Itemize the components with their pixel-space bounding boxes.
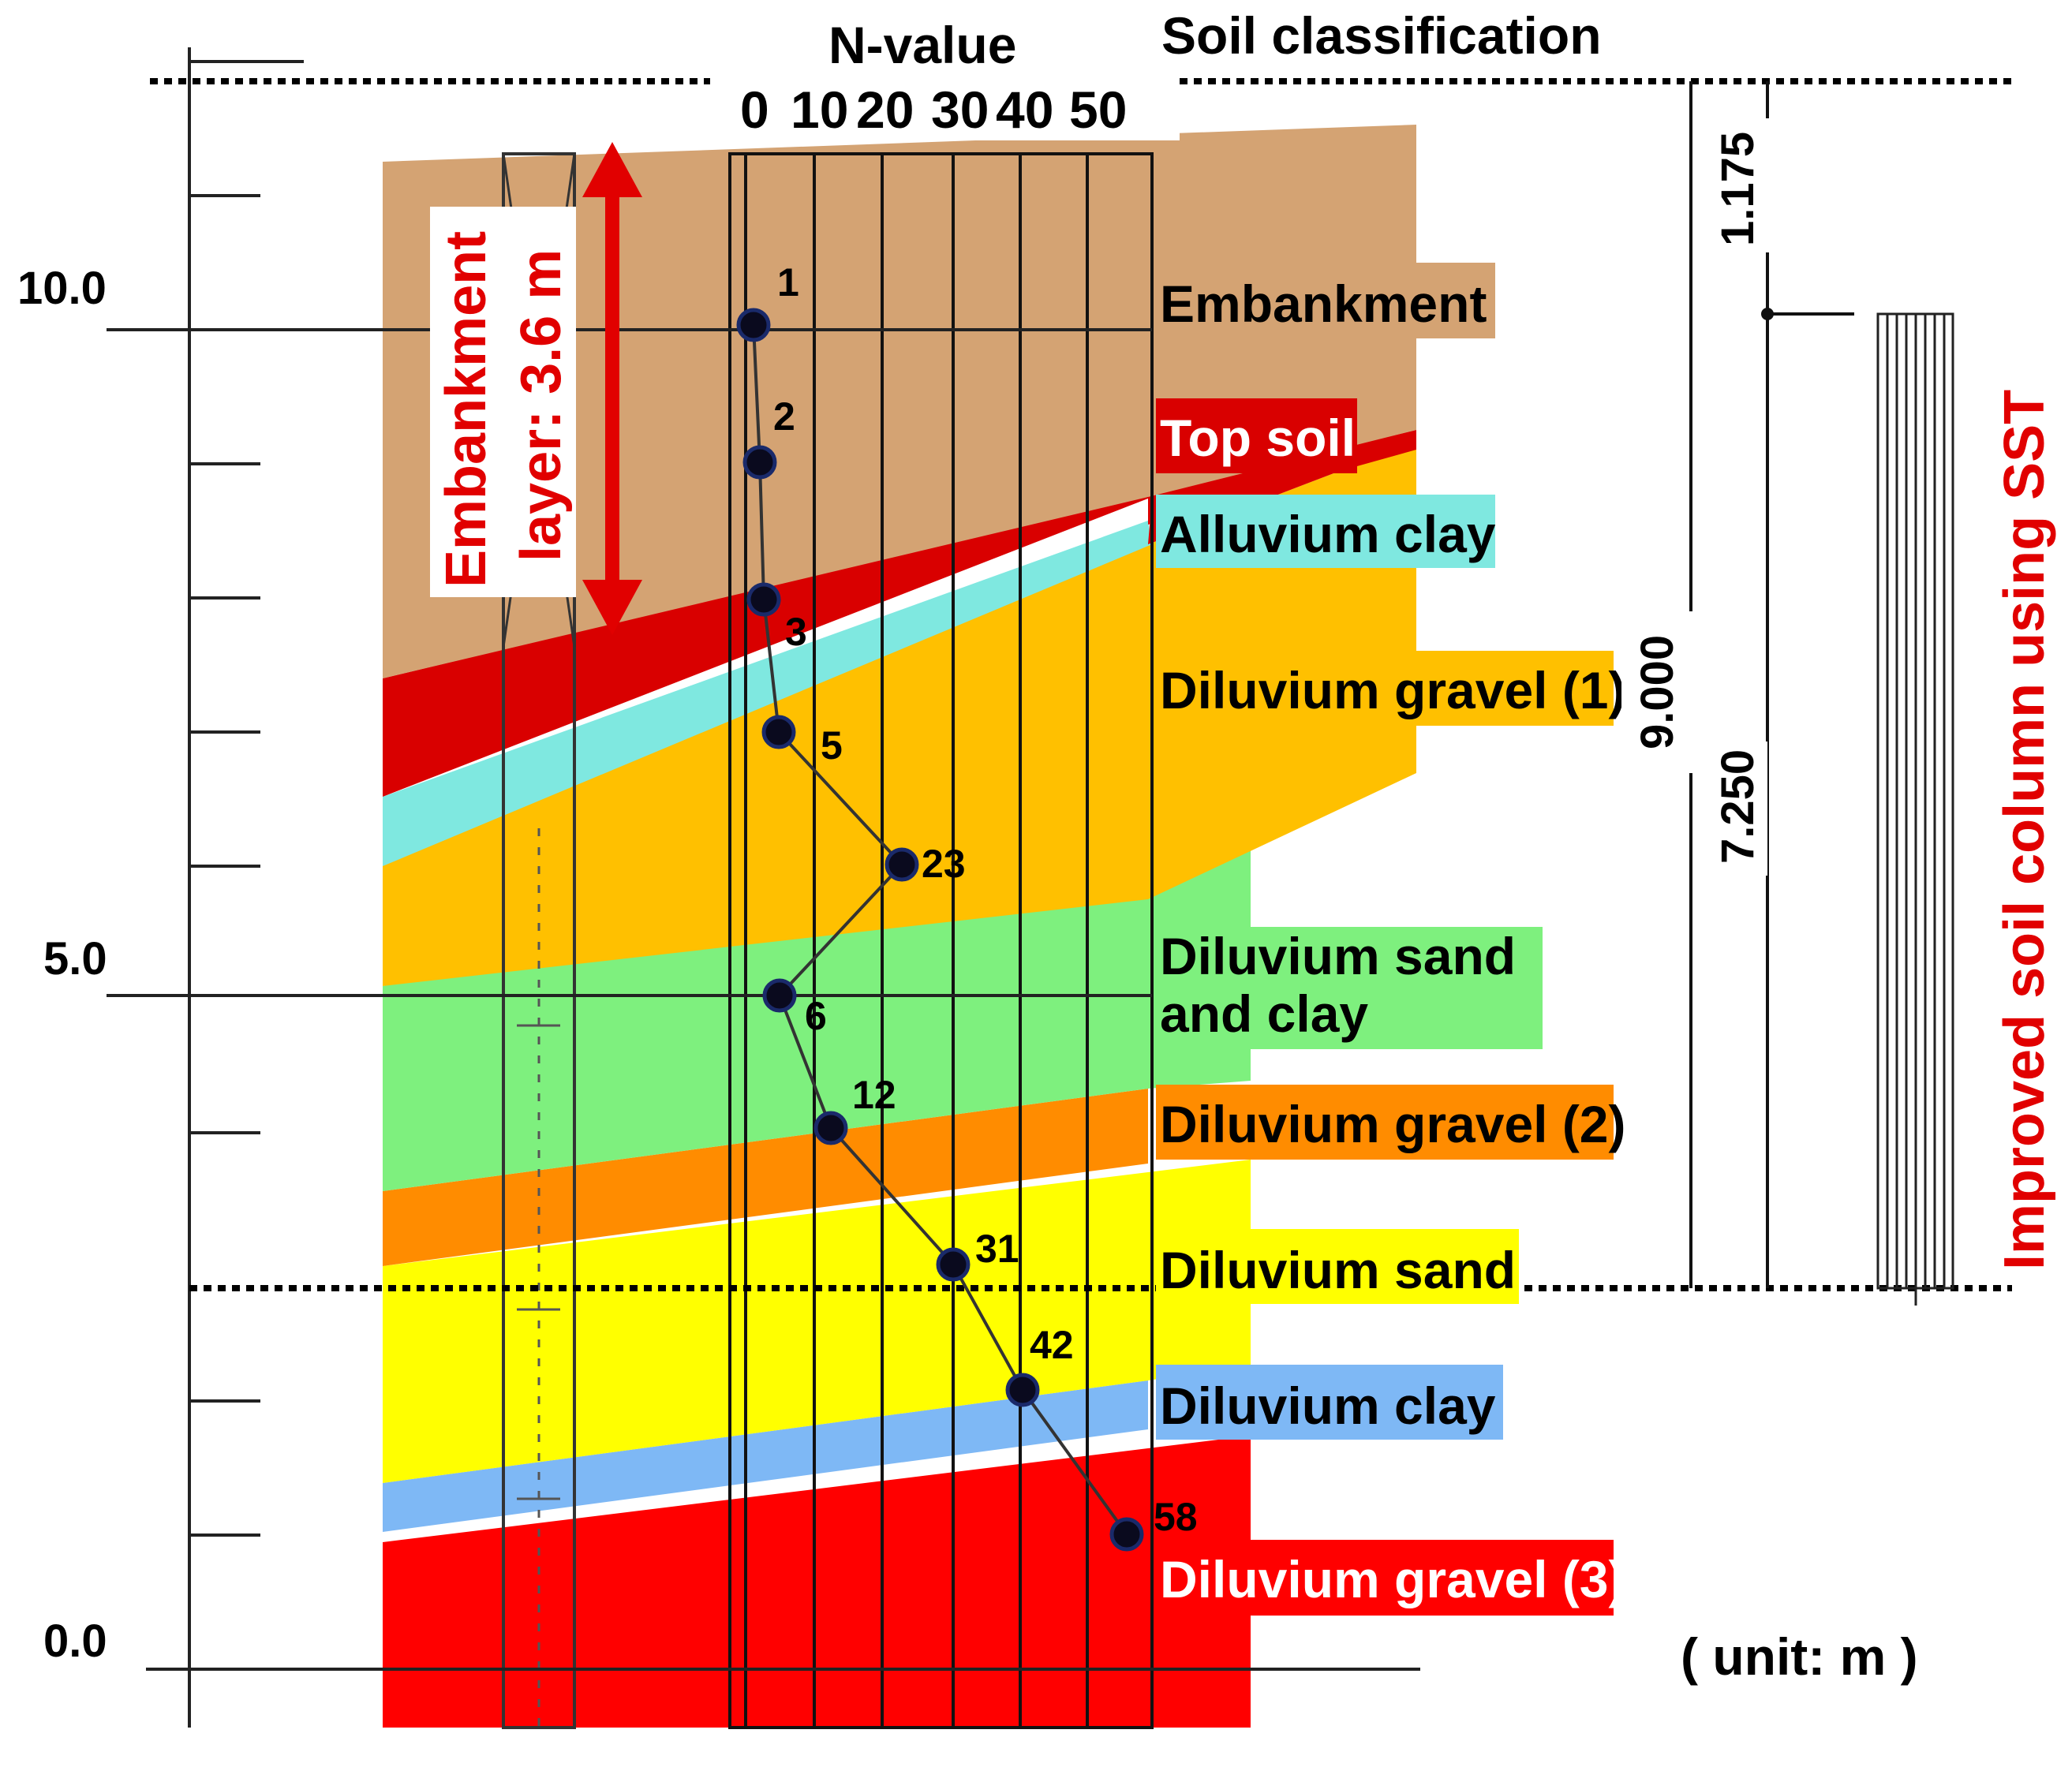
n-point-1: [736, 308, 771, 342]
n-point-58: [1109, 1517, 1144, 1552]
n-point-31: [936, 1247, 971, 1282]
n-label-5: 5: [821, 723, 843, 768]
label-alluvium-clay: Alluvium clay: [1160, 505, 1496, 563]
n-label-1: 1: [777, 260, 799, 304]
n-label-23: 23: [922, 842, 966, 886]
n-axis-tick-10: 10: [791, 80, 848, 139]
elevation-tick-5: 5.0: [43, 933, 107, 984]
label-embankment: Embankment: [1160, 275, 1487, 333]
n-point-6: [762, 978, 797, 1013]
n-point-12: [813, 1111, 848, 1145]
improved-column-label: Improved soil column using SST: [1993, 390, 2056, 1270]
n-point-5: [761, 715, 796, 749]
elevation-tick-10: 10.0: [17, 263, 107, 314]
n-point-2: [742, 445, 777, 480]
n-axis-tick-40: 40: [996, 80, 1053, 139]
label-diluvium-gravel-3: Diluvium gravel (3): [1160, 1550, 1626, 1608]
n-value-points: [736, 308, 1144, 1552]
reference-dotted-lines: [150, 78, 2012, 1291]
n-value-title: N-value: [828, 16, 1016, 74]
label-diluvium-sand: Diluvium sand: [1160, 1241, 1516, 1299]
elevation-axis: [107, 47, 1420, 1728]
n-axis-tick-0: 0: [740, 80, 769, 139]
label-top-soil: Top soil: [1160, 409, 1356, 467]
n-label-3: 3: [785, 610, 807, 654]
n-value-profile-line: [752, 324, 1128, 1536]
layer-diluvium-gravel-3: [383, 1436, 1251, 1728]
n-label-31: 31: [975, 1227, 1019, 1271]
n-label-12: 12: [852, 1073, 896, 1117]
dimension-top: 1.175: [1712, 132, 1763, 246]
header-bg: [710, 8, 1180, 140]
dim-total-bg: [1621, 611, 1716, 773]
label-diluvium-sand-and-clay-line2: and clay: [1160, 984, 1368, 1043]
dimension-improved: 7.250: [1712, 749, 1763, 864]
layer-diluvium-gravel-1: [383, 442, 1416, 986]
n-label-42: 42: [1030, 1323, 1074, 1367]
arrow-head-up: [582, 142, 642, 197]
layer-diluvium-sand: [383, 1160, 1251, 1483]
embankment-annotation: Embankment layer: 3.6 m: [430, 142, 642, 635]
n-point-3: [746, 582, 781, 617]
elevation-tick-0: 0.0: [43, 1616, 107, 1667]
embankment-annotation-line2: layer: 3.6 m: [510, 249, 573, 562]
n-label-2: 2: [773, 394, 795, 439]
layer-labels: Embankment Top soil Alluvium clay Diluvi…: [1156, 263, 1626, 1616]
n-label-58: 58: [1154, 1495, 1198, 1539]
layer-diluvium-sand-and-clay: [383, 844, 1251, 1191]
n-point-42: [1005, 1373, 1040, 1407]
n-axis-tick-20: 20: [856, 80, 914, 139]
arrow-head-down: [582, 580, 642, 635]
n-value-grid: [728, 152, 1154, 1729]
unit-label: ( unit: m ): [1681, 1627, 1918, 1686]
label-diluvium-clay: Diluvium clay: [1160, 1377, 1496, 1435]
improved-soil-column-symbol: [1876, 312, 1954, 1306]
dimension-total: 9.000: [1632, 635, 1683, 749]
dim-improved-bg: [1704, 742, 1767, 876]
n-point-23: [885, 847, 919, 882]
label-diluvium-gravel-1: Diluvium gravel (1): [1160, 661, 1626, 719]
soil-classification-title: Soil classification: [1161, 6, 1602, 65]
dim-top-bg: [1696, 118, 1771, 252]
n-axis-tick-50: 50: [1069, 80, 1127, 139]
label-diluvium-sand-and-clay: Diluvium sand: [1160, 927, 1516, 985]
n-label-6: 6: [805, 994, 827, 1038]
label-diluvium-gravel-2: Diluvium gravel (2): [1160, 1095, 1626, 1153]
n-axis-tick-30: 30: [931, 80, 989, 139]
embankment-annotation-line1: Embankment: [435, 231, 498, 588]
